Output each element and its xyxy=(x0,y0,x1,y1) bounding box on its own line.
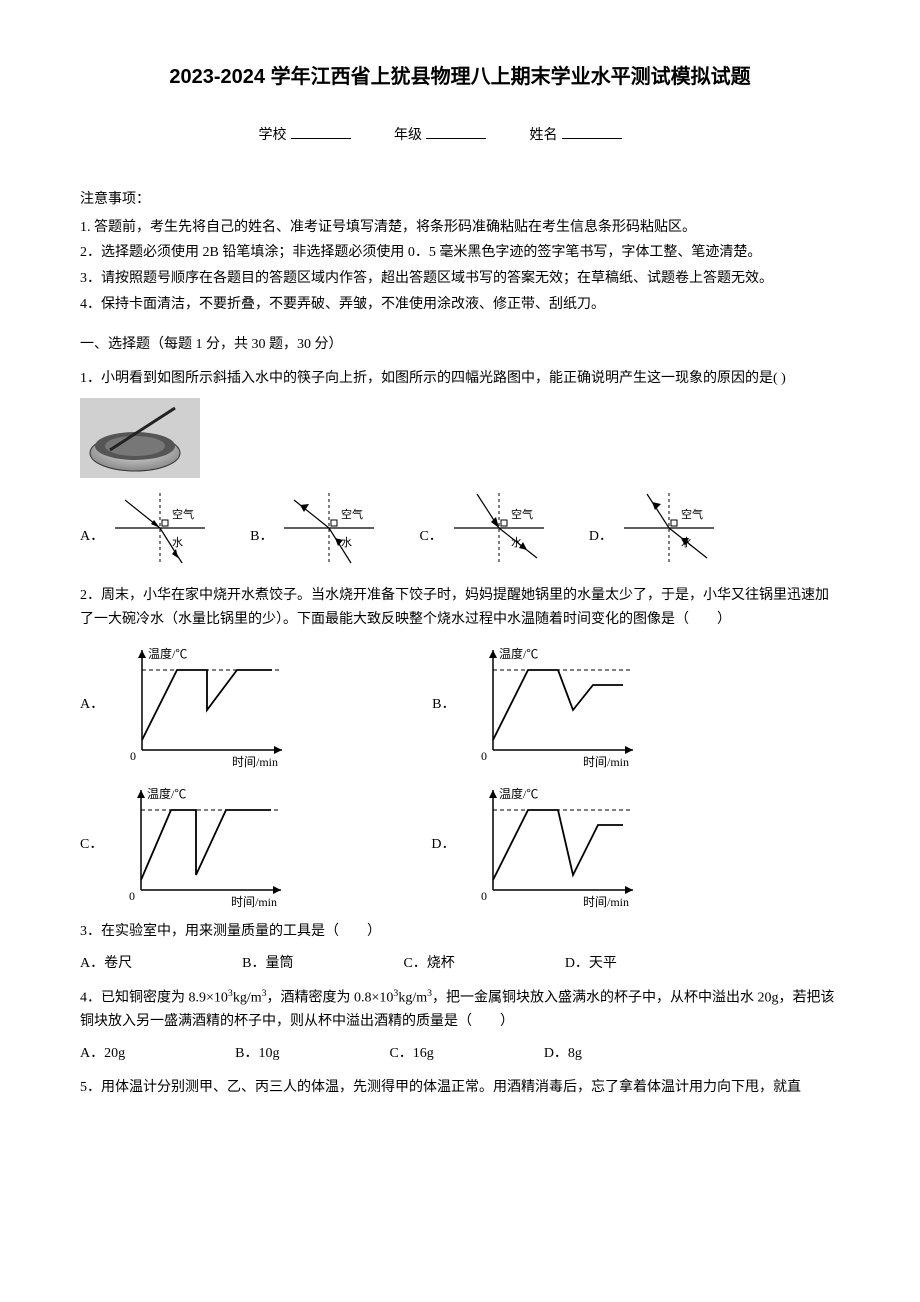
q2-row-2: C． 温度/℃ 时间/min 0 D． 温度/℃ 时间/min 0 xyxy=(80,780,840,910)
option-label: D． xyxy=(589,525,613,569)
svg-text:0: 0 xyxy=(481,749,487,763)
q3-options: A．卷尺 B．量筒 C．烧杯 D．天平 xyxy=(80,952,840,976)
q2-option-b: B． 温度/℃ 时间/min 0 xyxy=(432,640,643,770)
q1-options: A． 空气 水 B． 空气 水 C． xyxy=(80,488,840,568)
q4-text-part: kg/m xyxy=(233,990,262,1005)
student-info-line: 学校 年级 姓名 xyxy=(80,124,840,148)
notice-item: 2．选择题必须使用 2B 铅笔填涂；非选择题必须使用 0．5 毫米黑色字迹的签字… xyxy=(80,241,840,265)
svg-text:温度/℃: 温度/℃ xyxy=(499,786,538,801)
temp-graph-d: 温度/℃ 时间/min 0 xyxy=(463,780,643,910)
bowl-image xyxy=(80,398,200,478)
svg-text:时间/min: 时间/min xyxy=(231,895,277,909)
refraction-diagram-a: 空气 水 xyxy=(110,488,210,568)
option-label: D． xyxy=(431,833,455,857)
svg-text:温度/℃: 温度/℃ xyxy=(148,646,187,661)
svg-text:时间/min: 时间/min xyxy=(232,755,278,769)
svg-text:温度/℃: 温度/℃ xyxy=(499,646,538,661)
svg-text:0: 0 xyxy=(129,889,135,903)
q2-option-a: A． 温度/℃ 时间/min 0 xyxy=(80,640,292,770)
svg-text:0: 0 xyxy=(130,749,136,763)
q2-row-1: A． 温度/℃ 时间/min 0 B． 温度/℃ 时间/min 0 xyxy=(80,640,840,770)
refraction-diagram-b: 空气 水 xyxy=(279,488,379,568)
option-label: A． xyxy=(80,693,104,717)
svg-text:时间/min: 时间/min xyxy=(583,895,629,909)
option-label: C． xyxy=(419,525,442,569)
notice-item: 3．请按照题号顺序在各题目的答题区域内作答，超出答题区域书写的答案无效；在草稿纸… xyxy=(80,267,840,291)
temp-graph-b: 温度/℃ 时间/min 0 xyxy=(463,640,643,770)
q4-option-b: B．10g xyxy=(235,1042,279,1066)
option-label: B． xyxy=(432,693,455,717)
q1-option-b: B． 空气 水 xyxy=(250,488,379,568)
temp-graph-c: 温度/℃ 时间/min 0 xyxy=(111,780,291,910)
q4-option-a: A．20g xyxy=(80,1042,125,1066)
svg-text:空气: 空气 xyxy=(681,507,703,521)
q3-option-a: A．卷尺 xyxy=(80,952,132,976)
option-label: C． xyxy=(80,833,103,857)
refraction-diagram-d: 空气 水 xyxy=(619,488,719,568)
q4-text-part: 4．已知铜密度为 8.9×10 xyxy=(80,990,228,1005)
question-4: 4．已知铜密度为 8.9×103kg/m3，酒精密度为 0.8×103kg/m3… xyxy=(80,986,840,1034)
svg-text:水: 水 xyxy=(511,536,522,549)
section-heading: 一、选择题（每题 1 分，共 30 题，30 分） xyxy=(80,333,840,357)
notice-item: 1. 答题前，考生先将自己的姓名、准考证号填写清楚，将条形码准确粘贴在考生信息条… xyxy=(80,216,840,240)
question-1: 1．小明看到如图所示斜插入水中的筷子向上折，如图所示的四幅光路图中，能正确说明产… xyxy=(80,367,840,391)
svg-text:空气: 空气 xyxy=(511,507,533,521)
school-label: 学校 xyxy=(259,128,287,143)
q1-option-c: C． 空气 水 xyxy=(419,488,548,568)
refraction-diagram-c: 空气 水 xyxy=(449,488,549,568)
q3-option-b: B．量筒 xyxy=(242,952,293,976)
svg-text:空气: 空气 xyxy=(172,507,194,521)
q4-option-c: C．16g xyxy=(389,1042,433,1066)
option-label: A． xyxy=(80,525,104,569)
q2-option-c: C． 温度/℃ 时间/min 0 xyxy=(80,780,291,910)
svg-text:水: 水 xyxy=(172,536,183,549)
svg-text:空气: 空气 xyxy=(341,507,363,521)
q3-option-d: D．天平 xyxy=(565,952,617,976)
svg-text:水: 水 xyxy=(341,536,352,549)
q4-text-part: ，酒精密度为 0.8×10 xyxy=(267,990,394,1005)
q3-option-c: C．烧杯 xyxy=(403,952,454,976)
svg-text:时间/min: 时间/min xyxy=(583,755,629,769)
question-2: 2．周末，小华在家中烧开水煮饺子。当水烧开准备下饺子时，妈妈提醒她锅里的水量太少… xyxy=(80,584,840,632)
q4-option-d: D．8g xyxy=(544,1042,582,1066)
svg-text:水: 水 xyxy=(681,536,692,549)
grade-label: 年级 xyxy=(394,128,422,143)
grade-blank xyxy=(426,138,486,139)
svg-text:温度/℃: 温度/℃ xyxy=(147,786,186,801)
exam-title: 2023-2024 学年江西省上犹县物理八上期末学业水平测试模拟试题 xyxy=(80,60,840,94)
q1-option-d: D． 空气 水 xyxy=(589,488,719,568)
svg-text:0: 0 xyxy=(481,889,487,903)
name-blank xyxy=(562,138,622,139)
q2-option-d: D． 温度/℃ 时间/min 0 xyxy=(431,780,643,910)
notice-heading: 注意事项： xyxy=(80,188,840,212)
option-label: B． xyxy=(250,525,273,569)
question-5: 5．用体温计分别测甲、乙、丙三人的体温，先测得甲的体温正常。用酒精消毒后，忘了拿… xyxy=(80,1076,840,1100)
school-blank xyxy=(291,138,351,139)
question-3: 3．在实验室中，用来测量质量的工具是（ ） xyxy=(80,920,840,944)
q1-option-a: A． 空气 水 xyxy=(80,488,210,568)
name-label: 姓名 xyxy=(530,128,558,143)
q4-options: A．20g B．10g C．16g D．8g xyxy=(80,1042,840,1066)
temp-graph-a: 温度/℃ 时间/min 0 xyxy=(112,640,292,770)
q4-text-part: kg/m xyxy=(398,990,427,1005)
notice-item: 4．保持卡面清洁，不要折叠，不要弄破、弄皱，不准使用涂改液、修正带、刮纸刀。 xyxy=(80,293,840,317)
